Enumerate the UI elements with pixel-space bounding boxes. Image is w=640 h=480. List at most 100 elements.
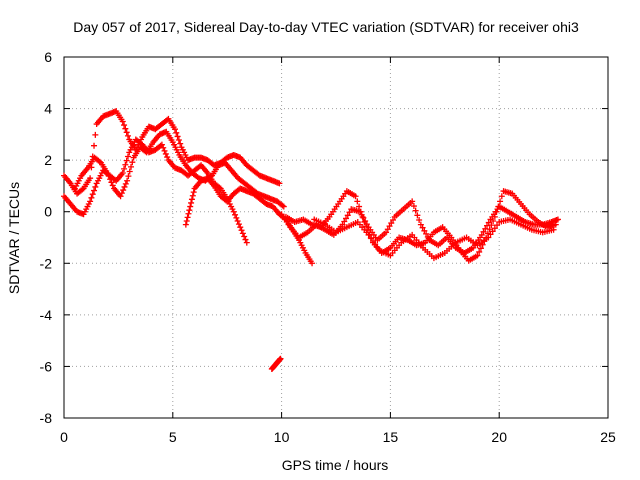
data-point bbox=[390, 216, 397, 223]
data-point bbox=[343, 215, 350, 222]
data-point bbox=[383, 229, 390, 236]
x-axis-label: GPS time / hours bbox=[282, 457, 389, 473]
data-point bbox=[423, 230, 430, 237]
data-point bbox=[122, 125, 129, 132]
data-point bbox=[374, 244, 381, 251]
data-point bbox=[129, 159, 136, 166]
y-tick-label: 0 bbox=[44, 204, 52, 220]
data-point bbox=[419, 224, 426, 231]
y-tick-label: 6 bbox=[44, 49, 52, 65]
data-point bbox=[388, 220, 395, 227]
data-point bbox=[107, 176, 114, 183]
x-tick-label: 10 bbox=[274, 429, 290, 445]
data-point bbox=[493, 208, 500, 215]
data-point bbox=[188, 199, 195, 206]
x-tick-label: 20 bbox=[491, 429, 507, 445]
data-point bbox=[121, 122, 128, 129]
data-point bbox=[123, 157, 130, 164]
x-tick-label: 5 bbox=[169, 429, 177, 445]
data-point bbox=[122, 161, 129, 168]
x-tick-labels: 0 5 10 15 20 25 bbox=[60, 429, 616, 445]
data-point bbox=[241, 233, 248, 240]
data-point bbox=[356, 203, 363, 210]
data-point bbox=[414, 212, 421, 219]
data-point bbox=[357, 208, 364, 215]
data-point bbox=[123, 129, 130, 136]
data-point bbox=[230, 208, 237, 215]
data-point bbox=[554, 216, 561, 223]
data-point bbox=[118, 190, 125, 197]
series-track-c bbox=[71, 128, 287, 210]
data-point bbox=[124, 177, 131, 184]
data-point bbox=[92, 131, 99, 138]
data-point bbox=[79, 186, 86, 193]
data-point bbox=[171, 126, 178, 133]
data-point bbox=[552, 221, 559, 228]
data-point bbox=[497, 198, 504, 205]
data-point bbox=[487, 231, 494, 238]
data-point bbox=[417, 221, 424, 228]
axis-ticks bbox=[63, 56, 609, 419]
y-tick-label: 4 bbox=[44, 101, 52, 117]
data-point bbox=[173, 129, 180, 136]
data-point bbox=[121, 165, 128, 172]
data-point bbox=[362, 217, 369, 224]
data-point bbox=[124, 153, 131, 160]
data-point bbox=[182, 221, 189, 228]
data-point bbox=[117, 193, 124, 200]
data-point bbox=[232, 211, 239, 218]
data-point bbox=[87, 198, 94, 205]
data-point bbox=[550, 226, 557, 233]
data-point bbox=[87, 175, 94, 182]
x-tick-label: 25 bbox=[600, 429, 616, 445]
data-point bbox=[121, 183, 128, 190]
y-tick-label: 2 bbox=[44, 152, 52, 168]
data-point bbox=[233, 214, 240, 221]
data-point bbox=[185, 210, 192, 217]
data-point bbox=[175, 137, 182, 144]
data-point bbox=[162, 150, 169, 157]
data-point bbox=[174, 133, 181, 140]
x-tick-label: 0 bbox=[60, 429, 68, 445]
data-point bbox=[421, 227, 428, 234]
data-point bbox=[109, 182, 116, 189]
data-point bbox=[276, 180, 283, 187]
y-axis-label: SDTVAR / TECUs bbox=[6, 182, 22, 294]
data-point bbox=[187, 203, 194, 210]
data-point bbox=[352, 193, 359, 200]
data-point bbox=[188, 196, 195, 203]
data-point bbox=[158, 141, 165, 148]
data-point bbox=[494, 222, 501, 229]
data-point bbox=[369, 238, 376, 245]
data-point bbox=[485, 234, 492, 241]
data-point bbox=[489, 228, 496, 235]
data-point bbox=[346, 209, 353, 216]
data-point bbox=[96, 158, 103, 165]
data-point bbox=[498, 193, 505, 200]
data-point bbox=[280, 203, 287, 210]
data-point bbox=[384, 226, 391, 233]
data-point bbox=[476, 248, 483, 255]
grid-lines bbox=[64, 57, 608, 418]
data-point bbox=[372, 241, 379, 248]
data-point bbox=[367, 235, 374, 242]
data-point bbox=[91, 187, 98, 194]
data-point bbox=[128, 163, 135, 170]
data-point bbox=[186, 207, 193, 214]
data-point bbox=[189, 192, 196, 199]
data-point bbox=[104, 170, 111, 177]
y-tick-label: -2 bbox=[40, 255, 53, 271]
data-point bbox=[120, 187, 127, 194]
data-point bbox=[361, 219, 368, 226]
data-point bbox=[477, 245, 484, 252]
data-point bbox=[237, 224, 244, 231]
data-point bbox=[359, 213, 366, 220]
data-point bbox=[488, 222, 495, 229]
data-point bbox=[124, 132, 131, 139]
data-point bbox=[360, 214, 367, 221]
y-tick-labels: -8 -6 -4 -2 0 2 4 6 bbox=[40, 49, 53, 426]
y-tick-label: -4 bbox=[40, 307, 53, 323]
data-point bbox=[235, 221, 242, 228]
data-point bbox=[238, 227, 245, 234]
